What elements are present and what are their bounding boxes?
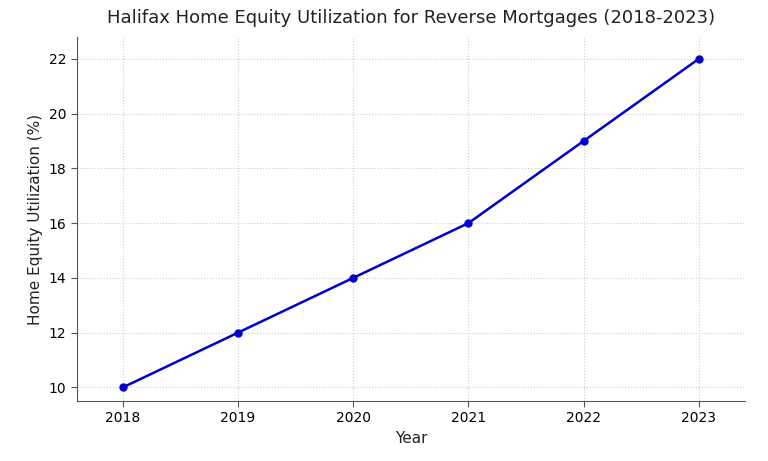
Y-axis label: Home Equity Utilization (%): Home Equity Utilization (%) bbox=[28, 113, 43, 325]
X-axis label: Year: Year bbox=[395, 431, 427, 446]
Title: Halifax Home Equity Utilization for Reverse Mortgages (2018-2023): Halifax Home Equity Utilization for Reve… bbox=[107, 9, 715, 27]
